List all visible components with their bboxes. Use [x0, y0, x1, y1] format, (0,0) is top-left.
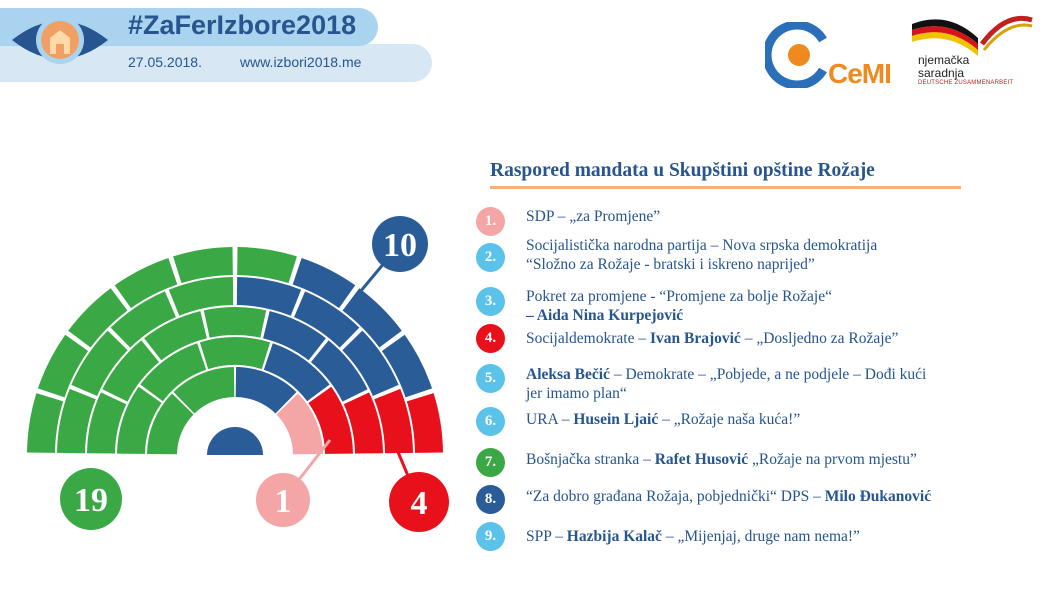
seat: [308, 386, 353, 454]
legend-text: Socijaldemokrate – Ivan Brajović – „Dosl…: [526, 330, 899, 347]
legend-number-badge: 7.: [476, 448, 505, 477]
seat: [237, 247, 297, 284]
legend-text: Socijalistička narodna partija – Nova sr…: [526, 237, 878, 273]
seat: [263, 343, 330, 402]
legend-number-badge: 9.: [476, 522, 505, 551]
seat: [203, 307, 267, 338]
seat: [294, 291, 360, 348]
seat: [276, 393, 323, 455]
cemi-logo-text: CeMI: [828, 58, 892, 89]
bubble-sdp-1: [256, 473, 310, 527]
legend-number-badge: 3.: [476, 287, 505, 316]
seat: [381, 334, 433, 398]
seat: [374, 388, 413, 454]
bubble-sd-4: [389, 472, 449, 532]
seat: [144, 311, 207, 361]
bubble-bs-19-label: 19: [74, 482, 108, 519]
legend-number-badge: 6.: [476, 407, 505, 436]
bubble-sdp-1-label: 1: [275, 483, 292, 520]
legend-text: SDP – „za Promjene”: [526, 208, 661, 225]
seat: [342, 288, 402, 348]
seat: [114, 257, 178, 309]
partner-name-line3: DEUTSCHE ZUSAMMENARBEIT: [918, 80, 1014, 86]
bubble-layer: 10 19 1 4: [60, 216, 449, 532]
seat: [57, 388, 96, 454]
seat: [406, 393, 443, 453]
seat: [199, 337, 271, 370]
seat: [263, 311, 326, 361]
legend-text: URA – Husein Ljaić – „Rožaje naša kuća!”: [526, 411, 801, 428]
cemi-logo-icon: [765, 22, 827, 88]
title-underline: [490, 186, 961, 189]
seat: [173, 367, 235, 414]
bubble-dps-10: [372, 216, 428, 272]
seat: [110, 291, 176, 348]
header-hashtag: #ZaFerIzbore2018: [128, 10, 357, 40]
header-website[interactable]: www.izbori2018.me: [240, 54, 362, 70]
seat: [37, 334, 89, 398]
seat: [147, 393, 194, 455]
seat: [71, 330, 128, 396]
seat: [87, 392, 127, 454]
seat: [27, 393, 64, 453]
legend-number-badge: 4.: [476, 324, 505, 353]
speaker-dome: [207, 427, 263, 455]
legend-text: “Za dobro građana Rožaja, pobjednički“ D…: [526, 488, 932, 505]
bubble-sd-4-label: 4: [411, 485, 428, 522]
legend-number-badge: 2.: [476, 243, 505, 272]
legend-number-badge: 1.: [476, 207, 505, 236]
seat: [343, 392, 383, 454]
legend-number-badge: 5.: [476, 364, 505, 393]
header-date: 27.05.2018.: [128, 54, 202, 70]
seat: [310, 340, 368, 402]
seat: [102, 340, 160, 402]
seat: [342, 330, 399, 396]
german-flag-icon: [912, 16, 1033, 56]
bubble-dps-10-label: 10: [383, 227, 417, 264]
legend-text: Bošnjačka stranka – Rafet Husović „Rožaj…: [526, 451, 917, 468]
legend-text: Aleksa Bečić – Demokrate – „Pobjede, a n…: [526, 366, 927, 402]
chart-title: Raspored mandata u Skupštini opštine Rož…: [490, 160, 875, 181]
seat: [68, 288, 128, 348]
seat-layer: [27, 247, 443, 455]
legend-number-badge: 8.: [476, 485, 505, 514]
seat: [168, 277, 234, 316]
seat: [117, 386, 162, 454]
seat: [140, 343, 207, 402]
seat: [236, 277, 302, 316]
legend-text: Pokret za promjene - “Promjene za bolje …: [526, 288, 832, 324]
partner-name-line2: saradnja: [918, 66, 965, 80]
eye-logo-icon: [12, 16, 108, 64]
seat: [235, 367, 297, 414]
partner-name-line1: njemačka: [918, 53, 970, 67]
seat: [173, 247, 233, 284]
legend-text: SPP – Hazbija Kalač – „Mijenjaj, druge n…: [526, 528, 860, 545]
bubble-bs-19: [60, 468, 122, 530]
seat: [292, 257, 356, 309]
